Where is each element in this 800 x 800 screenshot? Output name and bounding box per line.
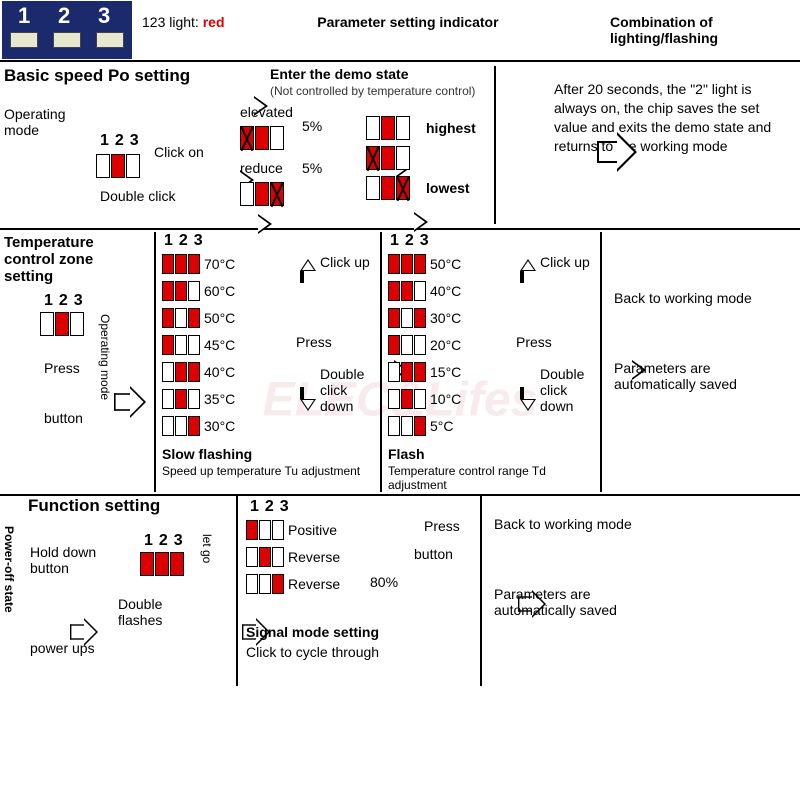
s3-button: button	[414, 546, 453, 562]
s3-power-off: Power-off state	[2, 526, 16, 613]
divider	[494, 66, 496, 224]
chip-photo: 123	[2, 1, 132, 59]
s2-slow-title: Slow flashing	[162, 446, 252, 462]
section-basic-speed: Basic speed Po setting Enter the demo st…	[0, 62, 800, 230]
s1-clickon: Click on	[154, 144, 204, 160]
s2-123l: 123	[164, 232, 209, 250]
s2-back: Back to working mode	[614, 290, 784, 306]
s1-lowest: lowest	[426, 180, 470, 196]
header-row: 123 123 light: red Parameter setting ind…	[0, 0, 800, 62]
s3-hold: Hold down button	[30, 544, 120, 576]
s1-leds-hi1	[366, 116, 410, 140]
s2-123r: 123	[390, 232, 435, 250]
hdr-light: 123 light: red	[142, 14, 225, 46]
s2-leds-op	[40, 312, 84, 336]
s3-123b: 123	[250, 498, 295, 516]
s1-leds-elev	[240, 126, 284, 150]
s2-temps-right: 50°C40°C30°C20°C15°C10°C5°C	[388, 252, 461, 438]
divider	[600, 232, 602, 492]
s1-123: 123	[100, 132, 145, 150]
s1-highest: highest	[426, 120, 476, 136]
s3-leds-hold	[140, 552, 184, 576]
s1-leds-red	[240, 182, 284, 206]
s2-opmode-v: Operating mode	[98, 314, 112, 400]
s3-dblflash: Double flashes	[118, 596, 178, 628]
s3-powerups: power ups	[30, 640, 95, 656]
s1-reduce: reduce	[240, 160, 283, 176]
s1-demo-title: Enter the demo state	[270, 66, 408, 82]
s2-press: Press	[44, 360, 80, 376]
s3-123a: 123	[144, 532, 189, 550]
arrow-down-icon	[300, 399, 316, 411]
s3-back: Back to working mode	[494, 516, 664, 532]
s1-pct1: 5%	[302, 118, 322, 134]
s3-saved: Parameters are automatically saved	[494, 586, 664, 618]
s2-temps-left: 70°C60°C50°C45°C40°C35°C30°C	[162, 252, 235, 438]
s2-button: button	[44, 410, 83, 426]
divider	[154, 232, 156, 492]
s1-leds-lo	[366, 176, 410, 200]
section-temp: Temperature control zone setting 123 Ope…	[0, 230, 800, 496]
s2-123: 123	[44, 292, 89, 310]
s1-demo-sub: (Not controlled by temperature control)	[270, 84, 475, 98]
divider	[380, 232, 382, 492]
s2-press-l: Press	[296, 334, 332, 350]
hdr-col3: Combination of lighting/flashing	[610, 14, 790, 46]
s1-leds-hi2	[366, 146, 410, 170]
s2-saved: Parameters are automatically saved	[614, 360, 784, 392]
s2-flash-sub: Temperature control range Td adjustment	[388, 464, 588, 492]
s3-modes: PositiveReverseReverse	[246, 518, 340, 596]
s2-clickup-r: Click up	[540, 254, 590, 270]
s2-dbl-r: Double click down	[540, 366, 596, 414]
s3-letgo: let go	[200, 534, 214, 563]
s1-pct2: 5%	[302, 160, 322, 176]
s3-press: Press	[424, 518, 460, 534]
arrow-icon	[414, 212, 428, 232]
s3-pct80: 80%	[370, 574, 398, 590]
arrow-down-icon	[520, 399, 536, 411]
s3-signal-title: Signal mode setting	[246, 624, 379, 640]
divider	[480, 496, 482, 686]
s1-opmode: Operating mode	[4, 106, 84, 138]
s2-press-r: Press	[516, 334, 552, 350]
s2-clickup-l: Click up	[320, 254, 370, 270]
arrow-big-icon	[114, 386, 146, 418]
s1-result: After 20 seconds, the "2" light is alway…	[554, 80, 786, 156]
section-function: Power-off state Function setting 123 Hol…	[0, 496, 800, 696]
s1-leds-opmode	[96, 154, 140, 178]
s3-signal-sub: Click to cycle through	[246, 644, 379, 660]
divider	[236, 496, 238, 686]
hdr-col2: Parameter setting indicator	[317, 14, 517, 46]
s2-title: Temperature control zone setting	[4, 234, 124, 285]
s1-dblclick: Double click	[100, 188, 175, 204]
hdr-light-color: red	[203, 14, 225, 30]
s2-flash-title: Flash	[388, 446, 425, 462]
s1-elevated: elevated	[240, 104, 293, 120]
s2-slow-sub: Speed up temperature Tu adjustment	[162, 464, 362, 478]
s3-title: Function setting	[28, 496, 160, 516]
s1-title: Basic speed Po setting	[4, 66, 190, 86]
s2-dbl-l: Double click down	[320, 366, 376, 414]
